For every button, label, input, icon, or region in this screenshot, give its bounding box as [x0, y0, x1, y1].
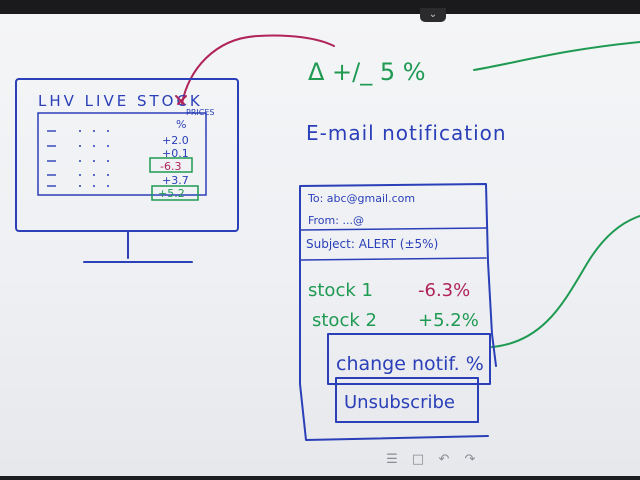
top-bezel	[0, 0, 640, 14]
square-icon[interactable]: □	[411, 451, 425, 467]
monitor-row-value: -6.3	[160, 160, 181, 173]
email-subject-line: Subject: ALERT (±5%)	[306, 237, 438, 251]
red-arrow-mark	[175, 95, 187, 105]
threshold-text: Δ +/_ 5 %	[308, 58, 426, 86]
monitor-row-value: +5.2	[158, 187, 185, 200]
whiteboard	[0, 14, 640, 476]
monitor-screen-table	[37, 112, 207, 196]
email-stock-name: stock 1	[308, 280, 373, 301]
change-notification-button[interactable]: change notif. %	[336, 353, 484, 375]
monitor-title: LHV LIVE STOCK	[38, 92, 203, 110]
undo-icon[interactable]: ↶	[438, 451, 450, 467]
monitor-row-value: +3.7	[162, 174, 189, 187]
green-connector-top	[473, 41, 640, 71]
green-connector-bottom	[491, 215, 640, 348]
collapse-chevron-icon[interactable]: ⌄	[420, 8, 446, 22]
email-outline	[299, 183, 497, 441]
email-stock-change: +5.2%	[418, 310, 479, 331]
email-stock-name: stock 2	[312, 310, 377, 331]
monitor-row-dots	[79, 130, 109, 187]
menu-icon[interactable]: ☰	[386, 451, 398, 467]
email-divider	[299, 257, 487, 261]
monitor-row-red-highlight	[149, 157, 193, 173]
unsubscribe-button[interactable]: Unsubscribe	[344, 392, 455, 413]
monitor-prices-label: PRICES	[186, 108, 214, 117]
monitor-row-value: +2.0	[162, 134, 189, 147]
monitor-percent-header: %	[176, 118, 186, 131]
email-to-line: To: abc@gmail.com	[307, 192, 415, 205]
email-divider	[299, 227, 487, 231]
email-stock-change: -6.3%	[418, 280, 470, 301]
monitor-row-value: +0.1	[162, 147, 189, 160]
monitor-outline	[15, 78, 239, 232]
whiteboard-toolbar: ☰ □ ↶ ↷	[378, 448, 484, 470]
monitor-row-green-highlight	[151, 185, 199, 201]
redo-icon[interactable]: ↷	[464, 451, 476, 467]
notification-heading: E-mail notification	[306, 121, 507, 145]
email-from-line: From: ...@	[308, 214, 364, 227]
red-connector-line	[181, 34, 335, 105]
change-notification-button-frame	[327, 333, 491, 385]
monitor-row-markers	[47, 130, 56, 187]
unsubscribe-button-frame	[335, 377, 479, 423]
